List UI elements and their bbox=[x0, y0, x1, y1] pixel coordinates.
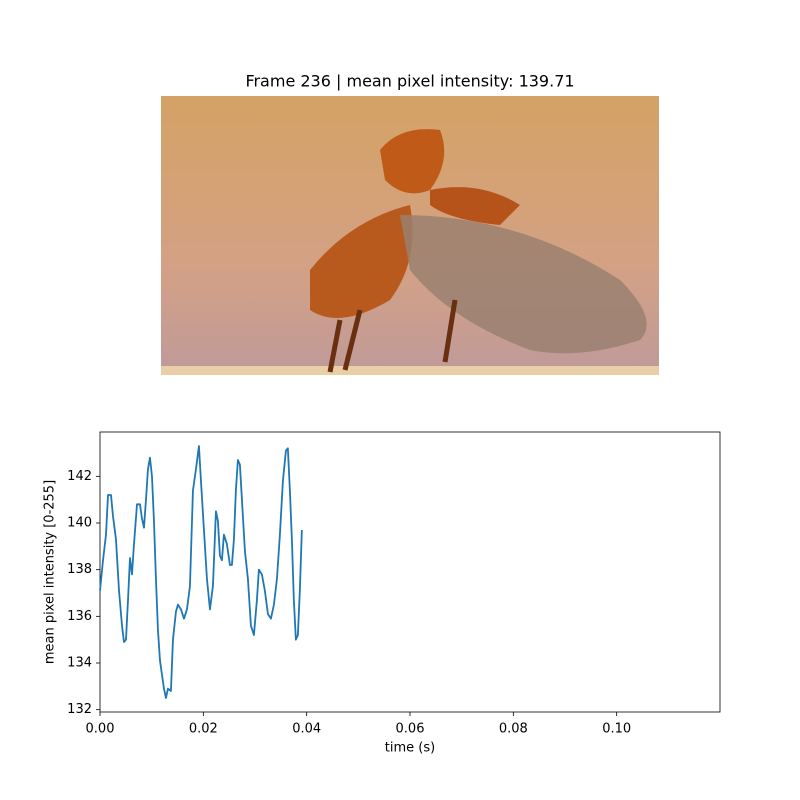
y-tick-label: 132 bbox=[67, 702, 92, 717]
y-tick-label: 138 bbox=[67, 562, 92, 577]
y-tick-label: 140 bbox=[67, 516, 92, 531]
x-tick-label: 0.10 bbox=[602, 722, 631, 737]
y-tick-label: 134 bbox=[67, 656, 92, 671]
x-tick-label: 0.04 bbox=[292, 722, 321, 737]
x-tick-label: 0.06 bbox=[396, 722, 425, 737]
axes-frame bbox=[99, 431, 721, 713]
x-tick-label: 0.08 bbox=[499, 722, 528, 737]
x-tick-label: 0.02 bbox=[189, 722, 218, 737]
x-tick-label: 0.00 bbox=[86, 722, 115, 737]
y-axis-label: mean pixel intensity [0-255] bbox=[43, 480, 58, 664]
line-series bbox=[99, 445, 303, 699]
x-axis-label: time (s) bbox=[385, 741, 435, 756]
video-frame bbox=[161, 96, 659, 375]
chart-title: Frame 236 | mean pixel intensity: 139.71 bbox=[245, 72, 574, 91]
y-tick-label: 142 bbox=[67, 469, 92, 484]
y-tick-label: 136 bbox=[67, 609, 92, 624]
